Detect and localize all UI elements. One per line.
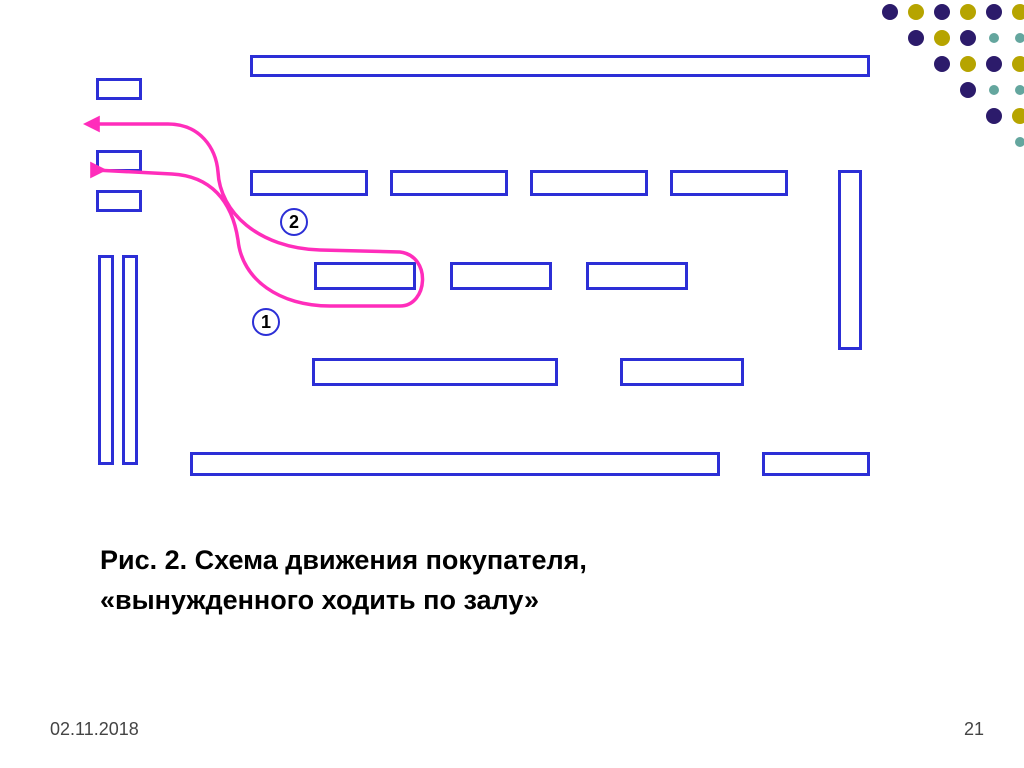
shelf: [620, 358, 744, 386]
decorative-dot-grid: [882, 4, 1024, 160]
decorative-dot: [960, 4, 976, 20]
decorative-dot: [989, 85, 999, 95]
decorative-dot: [934, 4, 950, 20]
shelf: [250, 170, 368, 196]
footer-page-number: 21: [964, 719, 984, 740]
decorative-dot: [1015, 33, 1024, 43]
shelf: [838, 170, 862, 350]
shelf: [390, 170, 508, 196]
decorative-dot: [960, 30, 976, 46]
decorative-dot: [908, 30, 924, 46]
decorative-dot: [1012, 108, 1024, 124]
shelf: [96, 78, 142, 100]
decorative-dot: [1015, 85, 1024, 95]
footer-date: 02.11.2018: [50, 719, 139, 740]
decorative-dot: [986, 108, 1002, 124]
path-marker: 2: [280, 208, 308, 236]
shelf: [670, 170, 788, 196]
shelf: [122, 255, 138, 465]
path-marker: 1: [252, 308, 280, 336]
decorative-dot: [986, 56, 1002, 72]
decorative-dot: [986, 4, 1002, 20]
decorative-dot: [960, 82, 976, 98]
decorative-dot: [934, 30, 950, 46]
shelf: [96, 150, 142, 172]
decorative-dot: [882, 4, 898, 20]
decorative-dot: [989, 33, 999, 43]
decorative-dot: [1012, 56, 1024, 72]
shelf: [762, 452, 870, 476]
decorative-dot: [908, 4, 924, 20]
decorative-dot: [960, 56, 976, 72]
decorative-dot: [1012, 4, 1024, 20]
shelf: [96, 190, 142, 212]
shelf: [314, 262, 416, 290]
decorative-dot: [1015, 137, 1024, 147]
shelf: [312, 358, 558, 386]
caption-line-1: Рис. 2. Схема движения покупателя,: [100, 540, 587, 580]
shelf: [190, 452, 720, 476]
shelf: [98, 255, 114, 465]
decorative-dot: [934, 56, 950, 72]
shelf: [250, 55, 870, 77]
shelf: [450, 262, 552, 290]
figure-caption: Рис. 2. Схема движения покупателя, «выну…: [100, 540, 587, 620]
slide-root: 1 2 Рис. 2. Схема движения покупателя, «в…: [0, 0, 1024, 768]
shelf: [586, 262, 688, 290]
caption-line-2: «вынужденного ходить по залу»: [100, 580, 587, 620]
shelf: [530, 170, 648, 196]
